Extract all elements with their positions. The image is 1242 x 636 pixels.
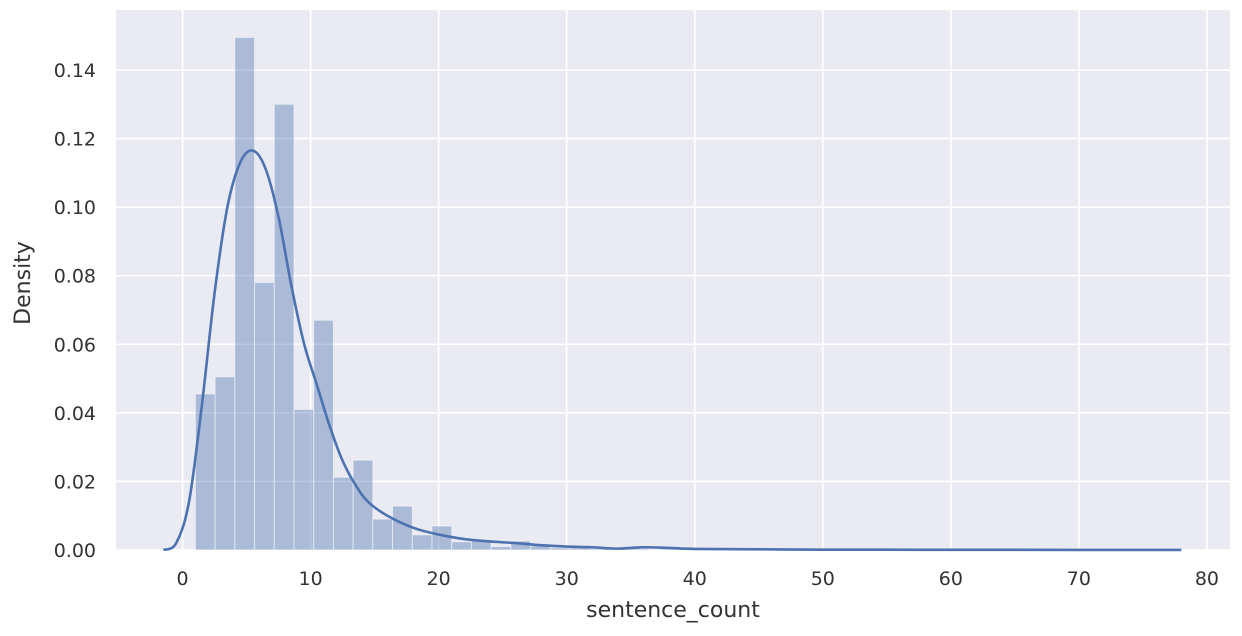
x-tick-label: 60 <box>939 568 963 590</box>
histogram-bar <box>254 282 275 551</box>
histogram-bar <box>332 476 354 551</box>
x-tick-label: 10 <box>299 568 323 590</box>
x-tick-label: 50 <box>811 568 835 590</box>
y-tick-label: 0.12 <box>54 129 96 151</box>
x-tick-label: 30 <box>555 568 579 590</box>
x-tick-labels: 0 10 20 30 40 50 60 70 80 <box>177 568 1220 590</box>
histogram-bar <box>313 319 334 551</box>
y-tick-label: 0.00 <box>54 540 96 562</box>
histogram-bar <box>451 541 472 551</box>
histogram-bar <box>293 408 315 551</box>
y-tick-label: 0.10 <box>54 197 96 219</box>
plot-background <box>116 10 1230 550</box>
histogram-bar <box>431 525 453 551</box>
histogram-bar <box>549 547 571 551</box>
y-tick-label: 0.02 <box>54 471 96 493</box>
y-tick-label: 0.08 <box>54 266 96 288</box>
histogram-bar <box>392 505 413 551</box>
x-tick-label: 20 <box>427 568 451 590</box>
kde-curve <box>162 149 1182 552</box>
kde-curve-group <box>162 149 1182 552</box>
x-tick-label: 70 <box>1067 568 1091 590</box>
x-tick-label: 40 <box>683 568 707 590</box>
y-tick-labels: 0.00 0.02 0.04 0.06 0.08 0.10 0.12 0.14 <box>54 60 96 562</box>
histogram-bar <box>411 534 433 551</box>
x-tick-label: 80 <box>1195 568 1219 590</box>
y-axis-label: Density <box>11 241 36 325</box>
y-tick-label: 0.04 <box>54 403 96 425</box>
histogram-bar <box>194 393 216 551</box>
histogram-bar <box>490 546 512 551</box>
y-tick-label: 0.14 <box>54 60 96 82</box>
histogram-bar <box>273 103 295 551</box>
histogram-bar <box>234 36 256 551</box>
histogram-bar <box>214 376 236 551</box>
histogram-bar <box>648 548 670 551</box>
x-axis-label: sentence_count <box>586 598 760 623</box>
x-tick-label: 0 <box>177 568 189 590</box>
histogram-bar <box>372 518 394 551</box>
y-tick-label: 0.06 <box>54 334 96 356</box>
